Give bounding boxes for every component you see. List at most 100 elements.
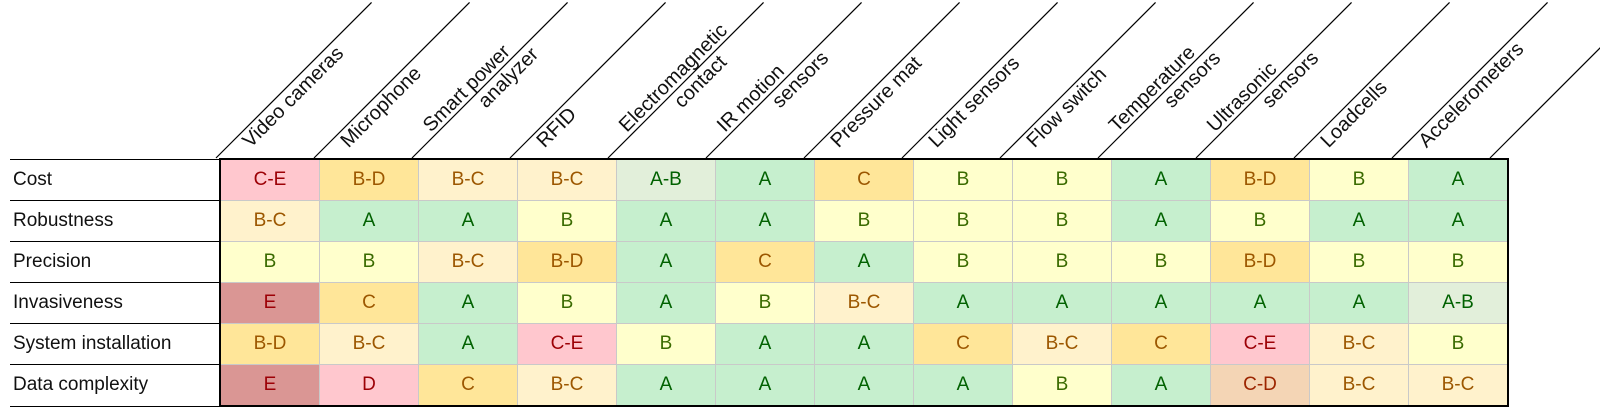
grade-cell: B	[1012, 200, 1112, 242]
grade-cell: B	[219, 241, 320, 283]
grade-cell: B	[715, 282, 815, 324]
grade-cell: A	[715, 200, 815, 242]
grade-cell: A	[418, 282, 518, 324]
grade-cell: B-C	[219, 200, 320, 242]
grade-cell: C	[814, 158, 914, 201]
grade-cell: B	[616, 323, 716, 365]
grade-cell: B-D	[517, 241, 617, 283]
row-label: Cost	[10, 158, 220, 201]
grade-cell: A-B	[1408, 282, 1509, 324]
grade-cell: B	[913, 200, 1013, 242]
grade-cell: B-D	[219, 323, 320, 365]
grade-cell: C-E	[1210, 323, 1310, 365]
grade-cell: B-C	[418, 241, 518, 283]
grade-cell: B-C	[517, 364, 617, 407]
table-row: System installation B-D B-C A C-E B A A C B-C C C-E…	[10, 323, 1509, 365]
grade-cell: A	[418, 323, 518, 365]
grade-cell: A	[715, 323, 815, 365]
grade-cell: A	[913, 282, 1013, 324]
grade-cell: A	[616, 241, 716, 283]
table-row: Invasiveness E C A B A B B-C A A A A A A-B	[10, 282, 1509, 324]
grade-cell: A	[814, 241, 914, 283]
grade-cell: B	[1012, 364, 1112, 407]
row-label: Precision	[10, 241, 220, 283]
grade-cell: B	[1210, 200, 1310, 242]
grade-cell: A	[418, 200, 518, 242]
header-divider-line	[1097, 2, 1254, 159]
row-label: System installation	[10, 323, 220, 365]
grade-cell: E	[219, 282, 320, 324]
grade-cell: B-C	[1309, 323, 1409, 365]
grade-cell: A	[1408, 158, 1509, 201]
table-row: Robustness B-C A A B A A B B B A B A A	[10, 200, 1509, 242]
grade-cell: B	[814, 200, 914, 242]
grade-cell: B	[1309, 158, 1409, 201]
header-divider-line	[1391, 2, 1548, 159]
row-label: Robustness	[10, 200, 220, 242]
grade-cell: A	[319, 200, 419, 242]
header-divider-line	[803, 2, 960, 159]
grade-cell: A	[1210, 282, 1310, 324]
grade-cell: A	[1408, 200, 1509, 242]
grade-cell: C-E	[219, 158, 320, 201]
grade-cell: C	[715, 241, 815, 283]
table-row: Cost C-E B-D B-C B-C A-B A C B B A B-D B A	[10, 158, 1509, 201]
grade-cell: A	[814, 364, 914, 407]
grade-cell: A-B	[616, 158, 716, 201]
row-label: Data complexity	[10, 364, 220, 407]
grade-cell: B-D	[1210, 241, 1310, 283]
header-divider-line	[901, 2, 1058, 159]
grade-cell: C	[319, 282, 419, 324]
header-divider-line	[313, 2, 470, 159]
grade-cell: B	[517, 200, 617, 242]
grade-cell: A	[1309, 200, 1409, 242]
grade-cell: B	[1309, 241, 1409, 283]
grade-cell: C	[1111, 323, 1211, 365]
table-row: Precision B B B-C B-D A C A B B B B-D B B	[10, 241, 1509, 283]
header-divider-line	[607, 2, 764, 159]
grade-cell: B	[913, 241, 1013, 283]
grade-cell: B-D	[319, 158, 419, 201]
row-label: Invasiveness	[10, 282, 220, 324]
header-divider-line	[705, 2, 862, 159]
grade-cell: B	[1408, 323, 1509, 365]
grade-cell: B-C	[418, 158, 518, 201]
grade-cell: A	[616, 364, 716, 407]
grade-cell: A	[1111, 364, 1211, 407]
grade-cell: A	[616, 282, 716, 324]
grade-cell: C-E	[517, 323, 617, 365]
header-divider-line	[411, 2, 568, 159]
grade-cell: A	[1111, 158, 1211, 201]
grade-cell: B-C	[1408, 364, 1509, 407]
grade-cell: B	[1012, 241, 1112, 283]
grade-cell: A	[913, 364, 1013, 407]
grade-cell: D	[319, 364, 419, 407]
grade-cell: C	[913, 323, 1013, 365]
grade-cell: B	[1012, 158, 1112, 201]
sensor-comparison-table: Cost C-E B-D B-C B-C A-B A C B B A B-D B A Robustness B…	[10, 158, 1509, 407]
grade-cell: E	[219, 364, 320, 407]
grade-cell: B-C	[517, 158, 617, 201]
grade-cell: A	[715, 364, 815, 407]
grade-cell: A	[1111, 282, 1211, 324]
grade-cell: B-C	[319, 323, 419, 365]
grade-cell: B	[319, 241, 419, 283]
grade-cell: C-D	[1210, 364, 1310, 407]
header-divider-line	[1489, 47, 1600, 159]
grade-cell: A	[1309, 282, 1409, 324]
header-divider-line	[1195, 2, 1352, 159]
grade-cell: A	[715, 158, 815, 201]
grade-cell: C	[418, 364, 518, 407]
column-header-dividers	[215, 2, 1600, 159]
header-divider-line	[999, 2, 1156, 159]
header-divider-line	[215, 2, 372, 159]
header-divider-line	[1293, 2, 1450, 159]
grade-cell: B-C	[1012, 323, 1112, 365]
table-row: Data complexity E D C B-C A A A A B A C-D B-C B-C	[10, 364, 1509, 407]
grade-cell: B	[1408, 241, 1509, 283]
grade-cell: B-D	[1210, 158, 1310, 201]
grade-cell: B-C	[814, 282, 914, 324]
grade-cell: A	[616, 200, 716, 242]
grade-cell: A	[1012, 282, 1112, 324]
grade-cell: B	[913, 158, 1013, 201]
